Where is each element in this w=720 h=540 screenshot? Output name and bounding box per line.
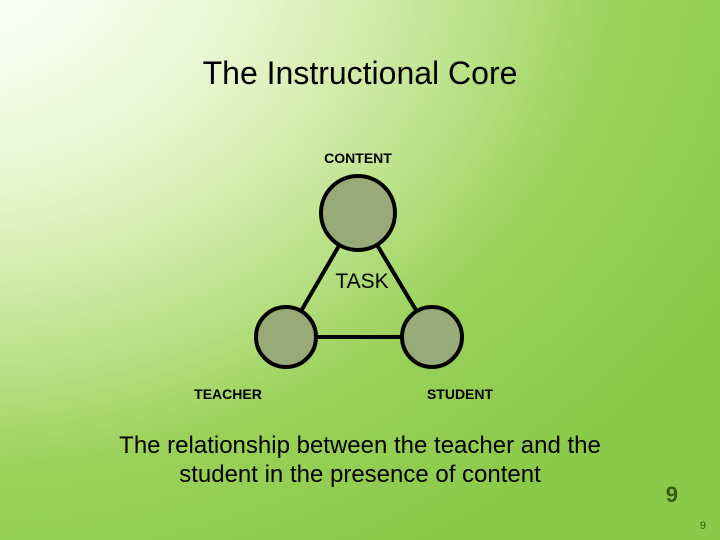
slide: The Instructional Core CONTENT TASK TEAC… xyxy=(0,0,720,540)
slide-title: The Instructional Core xyxy=(0,55,720,92)
label-content-text: CONTENT xyxy=(324,150,392,166)
caption-line1: The relationship between the teacher and… xyxy=(119,432,601,459)
slide-caption: The relationship between the teacher and… xyxy=(0,432,720,490)
page-number-large: 9 xyxy=(666,482,678,508)
label-student-text: STUDENT xyxy=(427,386,493,402)
label-content: CONTENT xyxy=(308,150,408,166)
pagenum-large-text: 9 xyxy=(666,482,678,507)
page-number-small: 9 xyxy=(700,520,706,532)
pagenum-small-text: 9 xyxy=(700,520,706,532)
label-task-text: TASK xyxy=(335,270,388,293)
label-student: STUDENT xyxy=(410,386,510,402)
node-teacher xyxy=(256,307,316,367)
node-content xyxy=(321,176,395,250)
node-student xyxy=(402,307,462,367)
title-text: The Instructional Core xyxy=(203,55,518,91)
label-task: TASK xyxy=(312,270,412,294)
label-teacher: TEACHER xyxy=(178,386,278,402)
caption-line2: student in the presence of content xyxy=(179,461,541,488)
label-teacher-text: TEACHER xyxy=(194,386,262,402)
